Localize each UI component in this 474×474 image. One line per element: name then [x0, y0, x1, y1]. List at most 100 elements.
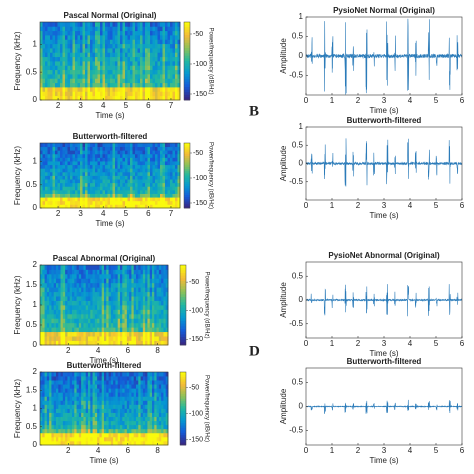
spectrogram-cell: [163, 420, 167, 426]
spectrogram-cell: [158, 384, 162, 389]
spectrogram-cell: [62, 26, 66, 32]
spectrogram-cell: [152, 69, 156, 75]
spectrogram-cell: [154, 396, 157, 401]
spectrogram-cell: [81, 428, 84, 434]
spectrogram-cell: [117, 182, 121, 187]
x-axis-label: Time (s): [89, 456, 118, 465]
spectrogram-cell: [117, 82, 121, 88]
spectrogram-cell: [124, 278, 128, 284]
spectrogram-cell: [138, 396, 141, 401]
spectrogram-cell: [90, 440, 93, 446]
spectrogram-cell: [76, 408, 80, 413]
spectrogram-cell: [175, 189, 178, 194]
spectrogram-cell: [115, 287, 119, 293]
spectrogram-cell: [147, 61, 151, 66]
spectrogram-cell: [145, 305, 148, 310]
spectrogram-cell: [75, 175, 78, 180]
spectrogram-cell: [110, 416, 114, 422]
spectrogram-cell: [92, 420, 96, 426]
spectrogram-cell: [49, 392, 52, 397]
spectrogram-cell: [51, 392, 55, 397]
spectrogram-cell: [122, 30, 126, 36]
spectrogram-cell: [52, 39, 56, 45]
spectrogram-cell: [126, 384, 130, 389]
spectrogram-cell: [122, 428, 125, 434]
spectrogram-cell: [56, 340, 59, 346]
spectrogram-cell: [85, 35, 88, 40]
spectrogram-cell: [62, 22, 66, 27]
spectrogram-cell: [130, 146, 133, 151]
spectrogram-cell: [40, 179, 43, 184]
spectrogram-cell: [44, 331, 48, 337]
spectrogram-cell: [60, 296, 64, 301]
spectrogram-cell: [115, 204, 118, 209]
spectrogram-cell: [136, 296, 139, 301]
spectrogram-cell: [67, 380, 71, 385]
spectrogram-cell: [138, 287, 141, 293]
spectrogram-cell: [131, 318, 135, 324]
spectrogram-cell: [77, 82, 81, 88]
spectrogram-cell: [95, 143, 98, 148]
spectrogram-cell: [52, 26, 56, 32]
spectrogram-cell: [94, 372, 98, 377]
spectrogram-cell: [88, 313, 91, 319]
spectrogram-cell: [152, 291, 155, 297]
spectrogram-cell: [156, 305, 160, 310]
spectrogram-cell: [127, 35, 131, 40]
spectrogram-cell: [40, 372, 43, 377]
spectrogram-cell: [117, 56, 121, 62]
spectrogram-cell: [122, 380, 125, 385]
spectrogram-cell: [127, 39, 131, 45]
spectrogram-cell: [132, 69, 136, 75]
spectrogram-cell: [80, 65, 83, 71]
spectrogram-cell: [65, 161, 68, 166]
spectrogram-cell: [81, 372, 84, 377]
spectrogram-cell: [108, 404, 112, 409]
spectrogram-cell: [138, 392, 141, 397]
spectrogram-cell: [133, 396, 137, 401]
spectrogram-cell: [85, 404, 89, 409]
spectrogram-cell: [56, 322, 59, 328]
spectrogram-cell: [156, 309, 160, 315]
spectrogram-cell: [72, 78, 76, 84]
chart-title: Pascal Abnormal (Original): [53, 254, 156, 263]
spectrogram-cell: [83, 269, 87, 275]
spectrogram-cell: [162, 69, 166, 75]
spectrogram-cell: [40, 143, 43, 148]
colorbar-cell: [180, 334, 186, 338]
spectrogram-cell: [100, 39, 103, 45]
spectrogram-cell: [85, 322, 89, 328]
colorbar-cell: [184, 171, 190, 174]
spectrogram-cell: [40, 95, 43, 101]
spectrogram-cell: [72, 372, 75, 377]
spectrogram-cell: [142, 65, 146, 71]
spectrogram-cell: [113, 384, 116, 389]
spectrogram-cell: [100, 30, 103, 36]
spectrogram-cell: [152, 388, 155, 393]
spectrogram-cell: [104, 396, 107, 401]
x-axis-label: Time (s): [89, 356, 118, 365]
spectrogram-cell: [52, 161, 56, 166]
spectrogram-cell: [135, 61, 138, 66]
spectrogram-cell: [92, 424, 96, 430]
spectrogram-cell: [94, 340, 98, 346]
spectrogram-cell: [131, 392, 135, 397]
spectrogram-cell: [67, 30, 71, 36]
spectrogram-cell: [115, 143, 118, 148]
colorbar-cell: [180, 386, 186, 390]
spectrogram-cell: [83, 296, 87, 301]
spectrogram-cell: [80, 186, 83, 191]
spectrogram-cell: [53, 282, 57, 288]
spectrogram-cell: [177, 175, 181, 180]
spectrogram-cell: [72, 392, 75, 397]
spectrogram-cell: [70, 150, 73, 155]
spectrogram-cell: [94, 440, 98, 446]
spectrogram-cell: [170, 168, 173, 173]
spectrogram-cell: [47, 189, 51, 194]
spectrogram-cell: [107, 95, 111, 101]
spectrogram-cell: [72, 296, 75, 301]
spectrogram-cell: [106, 384, 109, 389]
spectrogram-cell: [101, 265, 105, 270]
spectrogram-cell: [149, 273, 153, 279]
spectrogram-cell: [99, 436, 103, 442]
